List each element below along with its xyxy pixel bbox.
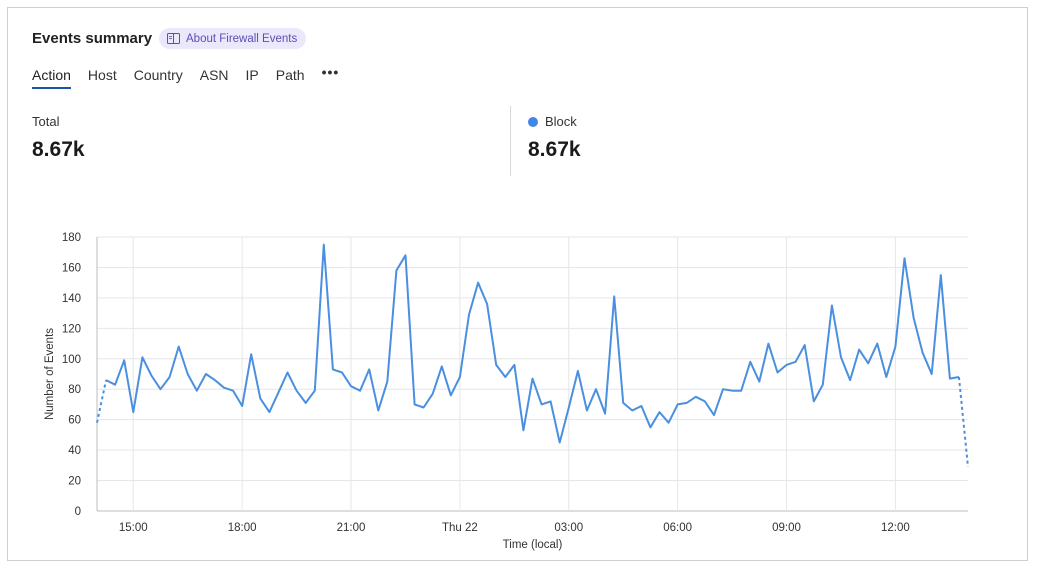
book-icon bbox=[167, 33, 180, 44]
tab-bar: Action Host Country ASN IP Path ••• bbox=[32, 64, 356, 89]
y-tick-label: 0 bbox=[75, 506, 81, 518]
x-axis-title: Time (local) bbox=[503, 539, 563, 551]
stat-block-label: Block bbox=[545, 114, 577, 129]
y-tick-label: 160 bbox=[62, 262, 81, 274]
series-line-partial bbox=[96, 379, 108, 423]
y-tick-label: 120 bbox=[62, 323, 81, 335]
series-line-partial bbox=[957, 376, 969, 467]
x-tick-label: 15:00 bbox=[119, 522, 148, 534]
about-link-label: About Firewall Events bbox=[186, 32, 298, 45]
y-tick-label: 100 bbox=[62, 354, 81, 366]
x-tick-label: 21:00 bbox=[337, 522, 366, 534]
stat-divider bbox=[510, 106, 511, 176]
x-tick-label: 18:00 bbox=[228, 522, 257, 534]
stat-total: Total 8.67k bbox=[32, 114, 85, 162]
x-tick-label: 06:00 bbox=[663, 522, 692, 534]
tab-host[interactable]: Host bbox=[87, 67, 117, 83]
y-tick-label: 20 bbox=[68, 476, 81, 488]
x-tick-label: 03:00 bbox=[554, 522, 583, 534]
series-line-block bbox=[105, 243, 960, 444]
tab-asn[interactable]: ASN bbox=[199, 67, 229, 83]
y-tick-label: 140 bbox=[62, 293, 81, 305]
events-summary-card bbox=[7, 7, 1028, 561]
tab-path[interactable]: Path bbox=[275, 67, 305, 83]
y-tick-label: 180 bbox=[62, 232, 81, 244]
block-legend-dot bbox=[528, 116, 538, 127]
y-tick-label: 60 bbox=[68, 415, 81, 427]
stat-block-value: 8.67k bbox=[528, 138, 581, 161]
about-firewall-events-link[interactable]: About Firewall Events bbox=[159, 28, 307, 49]
y-tick-label: 80 bbox=[68, 384, 81, 396]
tab-ip[interactable]: IP bbox=[245, 67, 259, 83]
tab-action[interactable]: Action bbox=[32, 67, 71, 89]
stat-block-label-row: Block bbox=[528, 114, 581, 129]
x-tick-label: 12:00 bbox=[881, 522, 910, 534]
stat-total-label: Total bbox=[32, 114, 60, 129]
y-axis-title: Number of Events bbox=[44, 328, 56, 420]
y-tick-label: 40 bbox=[68, 445, 81, 457]
x-tick-label: 09:00 bbox=[772, 522, 801, 534]
x-tick-label: Thu 22 bbox=[442, 522, 478, 534]
card-title: Events summary bbox=[32, 30, 153, 47]
stat-total-value: 8.67k bbox=[32, 138, 85, 161]
tab-country[interactable]: Country bbox=[133, 67, 183, 83]
more-tabs-button[interactable]: ••• bbox=[321, 64, 340, 80]
stat-block: Block 8.67k bbox=[528, 114, 581, 162]
